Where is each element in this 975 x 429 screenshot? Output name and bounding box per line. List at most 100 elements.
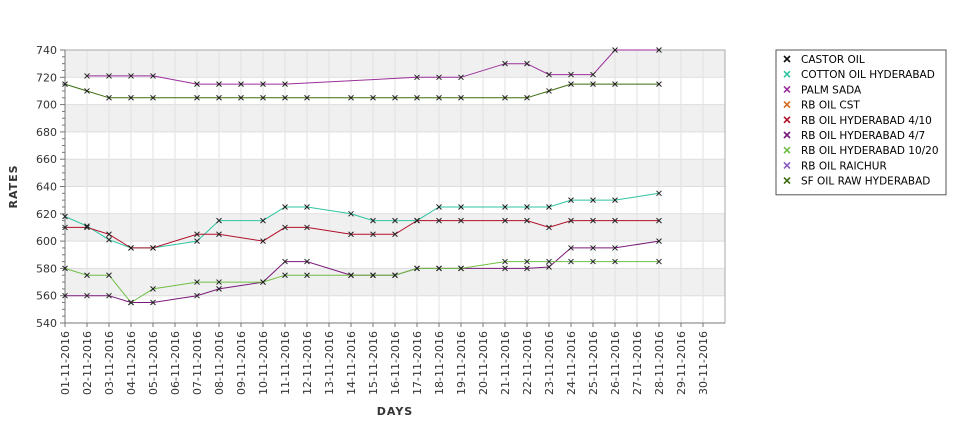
y-tick-label: 700 (36, 99, 57, 112)
data-point (304, 258, 310, 265)
data-point (436, 265, 442, 272)
y-tick-label: 660 (36, 153, 57, 166)
data-point (150, 299, 156, 306)
data-point (260, 279, 266, 285)
data-point (194, 279, 200, 285)
data-point (436, 204, 442, 210)
data-point (348, 272, 354, 279)
data-point (282, 272, 288, 279)
data-point (260, 81, 266, 87)
data-point (84, 224, 90, 231)
x-tick-label: 20-11-2016 (477, 331, 490, 395)
data-point (150, 286, 156, 292)
data-point (348, 210, 354, 217)
data-point (656, 190, 662, 197)
data-point (612, 217, 618, 224)
data-point (84, 88, 90, 94)
data-point (392, 217, 398, 224)
data-point (656, 81, 662, 87)
data-point (106, 292, 112, 299)
data-point (62, 81, 68, 87)
data-point (62, 213, 68, 220)
legend-item: CASTOR OIL (783, 54, 865, 66)
data-point (590, 197, 596, 204)
data-point (150, 245, 156, 251)
data-point (612, 197, 618, 204)
data-point (546, 264, 552, 270)
data-point (414, 74, 420, 81)
data-point (502, 60, 508, 67)
legend-swatch (783, 161, 791, 169)
data-point (546, 204, 552, 210)
x-axis: 01-11-2016 02-11-2016 03-11-2016 04-11-2016… (59, 322, 725, 395)
x-tick-label: 14-11-2016 (345, 331, 358, 395)
data-point (414, 94, 420, 101)
data-point (128, 299, 134, 306)
legend-item: RB OIL HYDERABAD 10/20 (783, 145, 939, 157)
legend-swatch (783, 101, 791, 109)
data-point (590, 71, 596, 78)
data-point (568, 71, 574, 78)
x-tick-label: 06-11-2016 (169, 331, 182, 395)
data-point (546, 258, 552, 265)
data-point (216, 81, 222, 87)
data-point (304, 94, 310, 101)
legend-label: RB OIL CST (801, 100, 860, 112)
legend-swatch (783, 146, 791, 154)
data-point (282, 258, 288, 265)
data-point (84, 272, 90, 279)
data-point (260, 94, 266, 101)
data-point (568, 217, 574, 224)
x-tick-label: 09-11-2016 (235, 331, 248, 395)
legend-item: SF OIL RAW HYDERABAD (783, 176, 930, 188)
data-point (414, 217, 420, 224)
y-axis: 540 560 580 600 620 640 660 680 700 720 740 (36, 44, 66, 330)
x-axis-title: DAYS (377, 405, 413, 418)
y-tick-label: 680 (36, 126, 57, 139)
y-axis-title: RATES (7, 164, 20, 208)
data-point (62, 265, 68, 272)
legend-box (775, 49, 947, 196)
x-tick-label: 30-11-2016 (697, 331, 710, 395)
legend-label: SF OIL RAW HYDERABAD (801, 176, 930, 188)
series-markers (62, 47, 662, 306)
data-point (106, 94, 112, 101)
data-point (62, 224, 68, 231)
data-point (238, 81, 244, 87)
data-point (502, 265, 508, 272)
legend-item: RB OIL RAICHUR (783, 160, 887, 172)
data-point (524, 217, 530, 224)
data-point (502, 204, 508, 210)
y-tick-label: 740 (36, 44, 57, 57)
x-tick-label: 19-11-2016 (455, 331, 468, 395)
data-point (216, 231, 222, 238)
x-tick-label: 18-11-2016 (433, 331, 446, 395)
data-point (590, 258, 596, 265)
data-point (568, 197, 574, 204)
data-point (194, 94, 200, 101)
data-point (348, 94, 354, 101)
legend-item: COTTON OIL HYDERABAD (783, 69, 935, 81)
x-tick-label: 16-11-2016 (389, 331, 402, 395)
data-point (414, 265, 420, 272)
data-point (282, 81, 288, 87)
data-point (304, 272, 310, 279)
data-point (546, 88, 552, 94)
data-point (370, 217, 376, 224)
data-point (84, 223, 90, 229)
legend-label: RB OIL RAICHUR (801, 160, 887, 172)
data-point (656, 217, 662, 224)
legend-swatch (783, 70, 791, 78)
data-point (392, 272, 398, 279)
x-tick-label: 27-11-2016 (631, 331, 644, 395)
x-tick-label: 12-11-2016 (301, 331, 314, 395)
y-tick-label: 600 (36, 235, 57, 248)
legend-swatch (783, 55, 791, 63)
data-point (590, 81, 596, 87)
data-point (194, 238, 200, 244)
data-point (436, 94, 442, 101)
data-point (128, 245, 134, 251)
data-point (216, 94, 222, 101)
legend-swatch (783, 116, 791, 124)
data-point (194, 81, 200, 87)
